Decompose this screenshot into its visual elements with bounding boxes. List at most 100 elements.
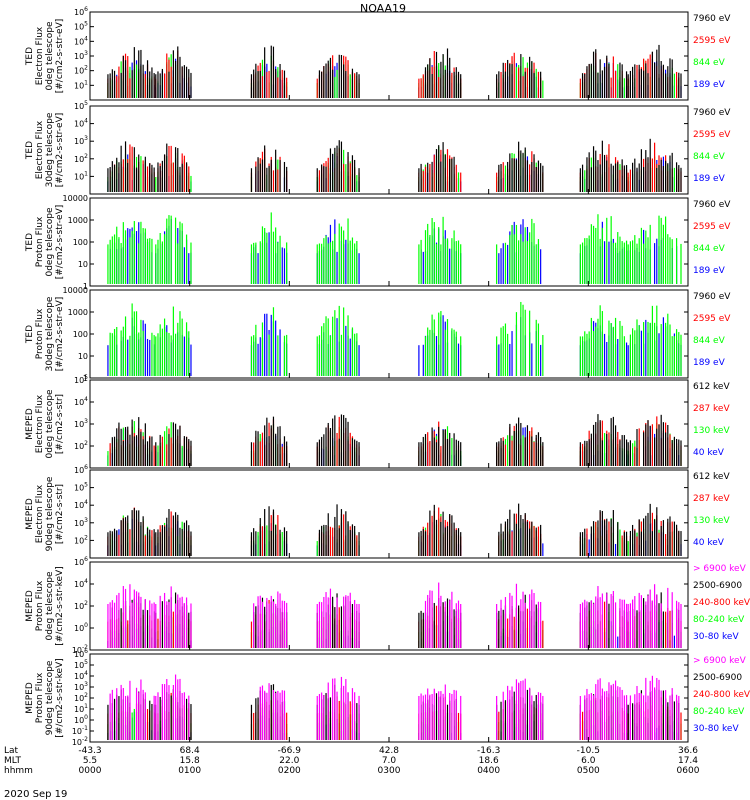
x-tick-label: -66.9 — [278, 746, 302, 756]
x-row-label: MLT — [4, 756, 22, 766]
legend-entry: 189 eV — [693, 174, 726, 184]
y-axis-label: TED — [25, 233, 35, 252]
y-axis-label: [#/cm2-s-str] — [55, 484, 65, 544]
y-tick-label: 100 — [73, 238, 88, 247]
legend-entry: 7960 eV — [693, 108, 731, 118]
y-tick-label: 106 — [74, 464, 88, 475]
y-tick-label: 102 — [74, 440, 88, 451]
y-axis-label: [#/cm2-s-str-eV] — [55, 113, 65, 188]
y-tick-label: 106 — [74, 6, 88, 17]
y-tick-label: 10000 — [63, 286, 88, 295]
legend-entry: 612 keV — [693, 472, 730, 482]
y-tick-label: 102 — [74, 534, 88, 545]
y-tick-label: 105 — [74, 21, 88, 32]
flux-trace — [107, 674, 682, 740]
x-tick-label: 15.8 — [180, 756, 200, 766]
legend-entry: 189 eV — [693, 266, 726, 276]
y-axis-label: Proton Flux — [35, 580, 45, 631]
y-axis-label: [#/cm2-s-str-eV] — [55, 297, 65, 372]
y-tick-label: 106 — [74, 556, 88, 567]
y-tick-label: 100 — [74, 714, 88, 725]
legend-entry: 612 keV — [693, 382, 730, 392]
flux-trace — [107, 301, 682, 376]
legend-entry: 30-80 keV — [693, 724, 739, 734]
legend-entry: > 6900 keV — [693, 564, 747, 574]
x-tick-label: 0400 — [477, 766, 500, 776]
x-tick-label: -16.3 — [477, 746, 500, 756]
y-tick-label: 103 — [74, 50, 88, 61]
y-tick-label: 103 — [74, 681, 88, 692]
y-tick-label: 101 — [74, 703, 88, 714]
y-tick-label: 10-2 — [72, 736, 88, 747]
y-tick-label: 101 — [74, 170, 88, 181]
legend-entry: 130 keV — [693, 516, 730, 526]
legend-entry: 844 eV — [693, 336, 726, 346]
panel-meped-p-0: 10-2 100 102 104 106 MEPED Proton Flux 0deg tel… — [25, 556, 750, 655]
y-axis-label: TED — [25, 325, 35, 344]
legend-entry: 80-240 keV — [693, 707, 745, 717]
y-axis-label: Electron Flux — [35, 120, 45, 179]
y-axis-label: Electron Flux — [35, 394, 45, 453]
flux-trace — [107, 212, 682, 284]
flux-trace — [107, 138, 682, 192]
legend-entry: 287 keV — [693, 404, 730, 414]
panel-ted-p-30: 1 10 100 1000 10000 TED Proton Flux 30deg teles… — [25, 286, 731, 383]
y-tick-label: 10 — [78, 260, 88, 269]
y-tick-label: 106 — [74, 648, 88, 659]
flux-trace — [107, 414, 682, 466]
legend-entry: 2595 eV — [693, 130, 731, 140]
y-axis-label: 90deg telescope — [45, 660, 55, 735]
y-axis-label: TED — [25, 141, 35, 160]
y-axis-label: [#/cm2-s-str-eV] — [55, 205, 65, 280]
legend-entry: 240-800 keV — [693, 690, 750, 700]
panel-meped-e-90: 102 103 104 105 106 MEPED Electron Flux 90deg t… — [25, 464, 730, 559]
x-tick-label: 22.0 — [279, 756, 299, 766]
y-axis-label: Electron Flux — [35, 484, 45, 543]
y-axis-label: 0deg telescope — [45, 21, 55, 91]
y-tick-label: 10000 — [63, 194, 88, 203]
y-tick-label: 102 — [74, 153, 88, 164]
y-tick-label: 103 — [74, 517, 88, 528]
y-axis-label: 0deg telescope — [45, 207, 55, 277]
legend-entry: 2500-6900 — [693, 673, 742, 683]
y-axis-label: 30deg telescope — [45, 296, 55, 371]
y-tick-label: 100 — [73, 330, 88, 339]
y-axis-label: 30deg telescope — [45, 112, 55, 187]
legend-entry: 40 keV — [693, 538, 725, 548]
y-tick-label: 10 — [78, 352, 88, 361]
y-axis-label: [#/cm2-s-str] — [55, 394, 65, 454]
y-tick-label: 103 — [74, 135, 88, 146]
y-axis-label: [#/cm2-s-str-eV] — [55, 19, 65, 94]
y-tick-label: 105 — [74, 482, 88, 493]
x-tick-label: -10.5 — [577, 746, 600, 756]
x-tick-label: 0100 — [178, 766, 201, 776]
y-tick-label: 102 — [74, 600, 88, 611]
legend-entry: 2595 eV — [693, 36, 731, 46]
y-tick-label: 1000 — [68, 216, 88, 225]
x-tick-label: 42.8 — [379, 746, 399, 756]
y-axis-label: MEPED — [25, 682, 35, 714]
x-tick-label: 0200 — [278, 766, 301, 776]
legend-entry: 7960 eV — [693, 292, 731, 302]
y-tick-label: 104 — [74, 499, 88, 510]
x-tick-label: 5.5 — [83, 756, 97, 766]
panel-mepedd-e-0: 102 103 104 105 MEPED Electron Flux 0deg teles… — [25, 374, 730, 469]
y-tick-label: 101 — [74, 79, 88, 90]
y-tick-label: 105 — [74, 374, 88, 385]
y-axis-label: Proton Flux — [35, 672, 45, 723]
y-tick-label: 103 — [74, 418, 88, 429]
legend-entry: > 6900 keV — [693, 656, 747, 666]
y-tick-label: 10-1 — [72, 725, 88, 736]
y-axis-label: 90deg telescope — [45, 476, 55, 551]
y-tick-label: 1 — [83, 282, 88, 291]
x-tick-label: -43.3 — [78, 746, 101, 756]
x-tick-label: 0300 — [378, 766, 401, 776]
y-tick-label: 1000 — [68, 308, 88, 317]
y-axis-label: [#/cm2-s-str-keV] — [55, 658, 65, 737]
legend-entry: 240-800 keV — [693, 598, 750, 608]
y-axis-label: Proton Flux — [35, 216, 45, 267]
y-axis-label: MEPED — [25, 498, 35, 530]
y-tick-label: 104 — [74, 670, 88, 681]
panel-ted-e-0: 101 102 103 104 105 106 TED Electron Flux 0deg t… — [25, 6, 731, 101]
